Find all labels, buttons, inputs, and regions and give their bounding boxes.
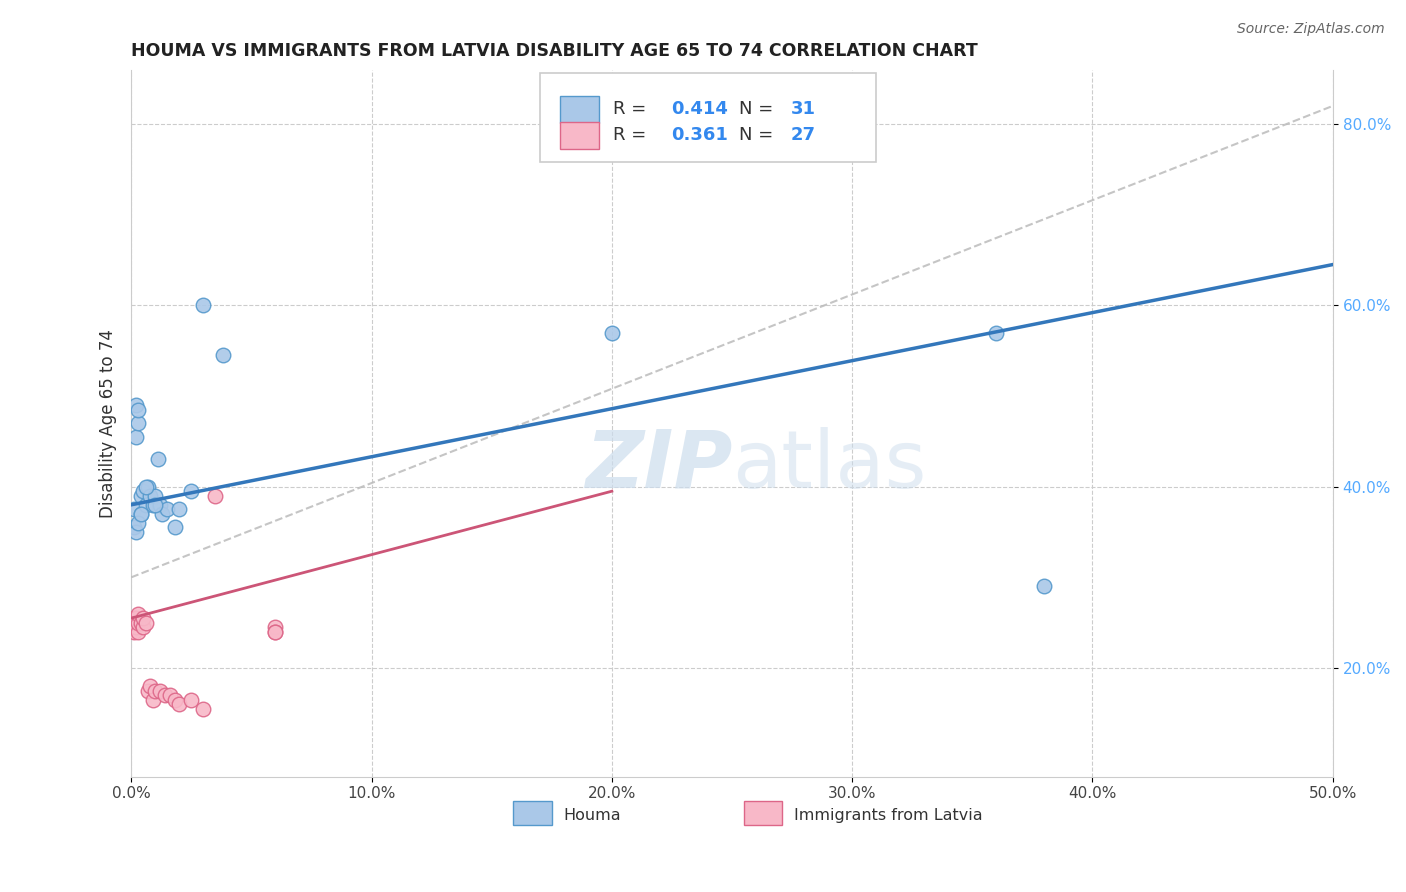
Point (139, 489, 162, 503)
Point (143, 683, 166, 698)
Y-axis label: Disability Age 65 to 74: Disability Age 65 to 74 (100, 329, 117, 517)
Point (986, 326, 1008, 340)
Point (132, 611, 155, 625)
Point (149, 683, 172, 698)
Text: Immigrants from Latvia: Immigrants from Latvia (794, 808, 983, 823)
Point (193, 298, 215, 312)
Point (146, 452, 169, 467)
Point (127, 402, 149, 417)
Point (135, 498, 157, 512)
Point (132, 484, 155, 499)
Point (122, 624, 145, 639)
Point (143, 489, 166, 503)
Point (127, 607, 149, 621)
Point (142, 692, 165, 706)
Text: 31: 31 (792, 100, 815, 119)
Text: R =: R = (613, 100, 652, 119)
Point (169, 698, 191, 712)
FancyBboxPatch shape (560, 122, 599, 149)
Point (180, 484, 202, 499)
Point (169, 502, 191, 516)
Point (193, 702, 215, 716)
Point (156, 502, 179, 516)
Point (122, 615, 145, 630)
Text: N =: N = (740, 100, 779, 119)
FancyBboxPatch shape (540, 73, 876, 161)
Text: 27: 27 (792, 127, 815, 145)
Text: ZIP: ZIP (585, 426, 733, 505)
Point (129, 615, 152, 630)
Point (127, 516, 149, 530)
Point (135, 480, 157, 494)
Text: atlas: atlas (733, 426, 927, 505)
Point (152, 507, 174, 521)
Text: R =: R = (613, 127, 652, 145)
Point (204, 489, 226, 503)
Point (127, 416, 149, 430)
Point (264, 620, 287, 634)
Point (1033, 579, 1056, 593)
Point (211, 348, 233, 362)
Point (163, 520, 186, 534)
Point (163, 692, 186, 706)
Point (135, 615, 157, 630)
Point (122, 520, 145, 534)
Point (149, 498, 172, 512)
Point (125, 611, 148, 625)
Point (139, 679, 162, 693)
Text: Source: ZipAtlas.com: Source: ZipAtlas.com (1237, 22, 1385, 37)
Point (122, 611, 145, 625)
Point (159, 688, 181, 702)
Point (125, 430, 148, 444)
Point (127, 615, 149, 630)
FancyBboxPatch shape (513, 801, 551, 825)
Point (122, 502, 145, 516)
Point (129, 507, 152, 521)
Point (264, 624, 287, 639)
Point (129, 489, 152, 503)
Point (600, 326, 623, 340)
Point (127, 624, 149, 639)
Point (153, 688, 176, 702)
Point (264, 624, 287, 639)
Text: HOUMA VS IMMIGRANTS FROM LATVIA DISABILITY AGE 65 TO 74 CORRELATION CHART: HOUMA VS IMMIGRANTS FROM LATVIA DISABILI… (131, 42, 979, 60)
Point (136, 480, 159, 494)
Text: 0.414: 0.414 (671, 100, 728, 119)
Point (180, 692, 202, 706)
FancyBboxPatch shape (560, 95, 599, 123)
Point (132, 620, 155, 634)
Point (125, 398, 148, 412)
Text: 0.361: 0.361 (671, 127, 728, 145)
Point (136, 683, 159, 698)
Point (142, 498, 165, 512)
Point (125, 524, 148, 539)
FancyBboxPatch shape (744, 801, 783, 825)
Text: Houma: Houma (564, 808, 621, 823)
Point (129, 507, 152, 521)
Text: N =: N = (740, 127, 779, 145)
Point (125, 620, 148, 634)
Point (143, 498, 166, 512)
